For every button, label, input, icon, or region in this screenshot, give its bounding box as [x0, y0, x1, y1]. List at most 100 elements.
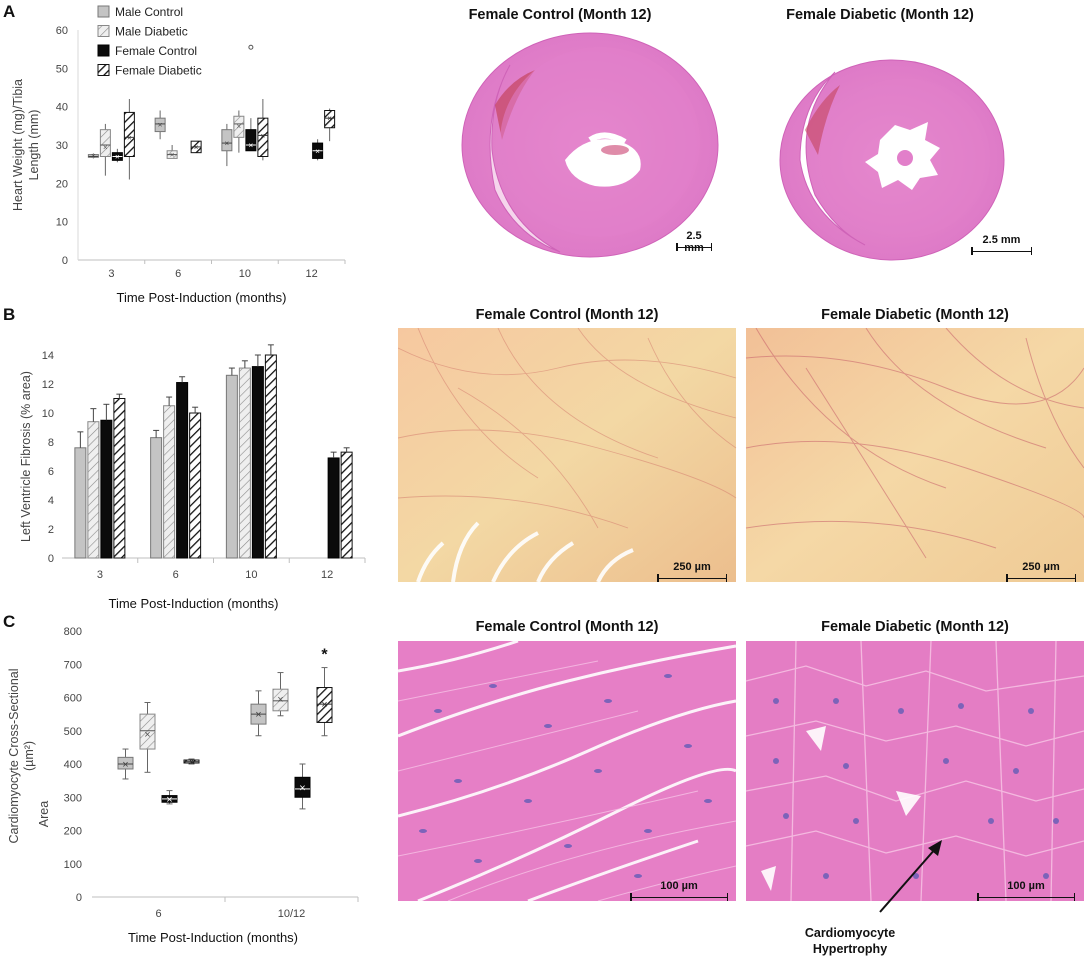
female-control-he-image — [398, 641, 737, 901]
annotation-line-2: Hypertrophy — [812, 942, 888, 956]
x-tick-label: 10/12 — [278, 908, 306, 920]
box — [139, 713, 156, 750]
x-tick-label: 3 — [97, 569, 103, 581]
female-diabetic-heart-section — [779, 59, 1005, 261]
box — [294, 776, 311, 798]
image-title-c1: Female Control (Month 12) — [475, 619, 659, 635]
bar — [189, 412, 202, 559]
x-tick-label: 12 — [306, 268, 318, 280]
y-tick-label: 30 — [56, 140, 68, 152]
panel-letter-b: B — [3, 305, 16, 324]
y-tick-label: 600 — [64, 693, 82, 705]
mean-marker: × — [299, 782, 305, 794]
bar — [264, 354, 277, 559]
box — [245, 129, 257, 152]
image-title-b1: Female Control (Month 12) — [475, 307, 659, 323]
y-tick-label: 50 — [56, 63, 68, 75]
box — [324, 110, 336, 129]
legend-label: Female Control — [115, 44, 197, 58]
mean-marker: × — [170, 151, 175, 160]
scale-bar-b2: 250 µm — [1006, 561, 1076, 582]
y-tick-label: 200 — [64, 826, 82, 838]
x-tick-label: 6 — [173, 569, 179, 581]
legend-label: Female Diabetic — [115, 64, 202, 78]
x-axis-title: Time Post-Induction (months) — [128, 930, 298, 945]
scale-bar-a1: 2.5 mm — [676, 230, 712, 254]
y-tick-label: 12 — [42, 379, 54, 391]
legend-label: Male Diabetic — [115, 25, 188, 39]
x-axis-title: Time Post-Induction (months) — [116, 290, 286, 305]
bar — [238, 367, 251, 559]
y-tick-label: 4 — [48, 495, 54, 507]
mean-marker: × — [166, 794, 172, 806]
y-tick-label: 400 — [64, 759, 82, 771]
box — [221, 129, 233, 152]
panel-letter-c: C — [3, 612, 16, 631]
y-tick-label: 0 — [48, 553, 54, 565]
box — [154, 117, 166, 133]
mean-marker: × — [237, 122, 242, 131]
y-tick-label: 14 — [42, 350, 54, 362]
mean-marker: × — [261, 131, 266, 140]
legend-swatch — [97, 25, 110, 37]
legend-swatch — [97, 5, 110, 18]
y-tick-label: 2 — [48, 524, 54, 536]
mean-marker: × — [91, 152, 96, 161]
x-tick-label: 10 — [245, 569, 257, 581]
box — [87, 154, 99, 158]
mean-marker: × — [321, 699, 327, 711]
scale-bar-c1: 100 µm — [630, 880, 728, 901]
bar — [163, 405, 176, 559]
bar — [100, 419, 113, 559]
image-title-a2: Female Diabetic (Month 12) — [786, 7, 974, 23]
image-title-a1: Female Control (Month 12) — [468, 7, 652, 23]
mean-marker: × — [194, 143, 199, 152]
cardiomyocyte-area-box-chart: 0 100 200 300 400 500 600 700 800 6 10/12 × × × × × × × × *… — [7, 626, 359, 945]
y-axis-title-line: Length (mm) — [27, 110, 41, 181]
y-axis-title: Left Ventricle Fibrosis (% area) — [19, 371, 33, 542]
legend-swatch — [97, 64, 110, 76]
bar — [225, 374, 238, 559]
y-tick-label: 6 — [48, 466, 54, 478]
outlier-point — [248, 44, 254, 50]
y-tick-label: 500 — [64, 726, 82, 738]
scale-bar-a2: 2.5 mm — [971, 234, 1032, 255]
image-title-b2: Female Diabetic (Month 12) — [821, 307, 1009, 323]
bar — [176, 382, 189, 559]
bar — [113, 398, 126, 559]
mean-marker: × — [122, 759, 128, 771]
y-axis-title-line: (µm²) — [22, 741, 36, 771]
y-tick-label: 0 — [62, 255, 68, 267]
panel-letter-a: A — [3, 2, 16, 21]
y-tick-label: 10 — [42, 408, 54, 420]
x-axis-title: Time Post-Induction (months) — [108, 596, 278, 611]
box — [233, 115, 245, 138]
x-tick-label: 10 — [239, 268, 251, 280]
mean-marker: × — [255, 709, 261, 721]
significance-star: * — [321, 647, 328, 664]
y-tick-label: 20 — [56, 178, 68, 190]
fibrosis-bar-chart: 0 2 4 6 8 10 12 14 3 6 10 12 Left Ventricle Fibrosis… — [19, 344, 366, 611]
female-control-fibrosis-image — [398, 328, 737, 582]
legend-swatch — [97, 44, 110, 57]
he-stain-images — [398, 641, 1084, 901]
legend-label: Male Control — [115, 5, 183, 19]
female-diabetic-fibrosis-image — [745, 328, 1084, 582]
y-axis-title-line: Heart Weight (mg)/Tibia — [11, 79, 25, 211]
mean-marker: × — [327, 114, 332, 123]
y-axis-title-line: Area — [37, 801, 51, 827]
y-tick-label: 8 — [48, 437, 54, 449]
bar — [150, 437, 163, 559]
fibrosis-stain-images — [398, 328, 1084, 582]
heart-weight-box-chart: 0 10 20 30 40 50 60 3 6 10 12 × × × × × × × × × × × × × Male Con… — [11, 5, 346, 305]
mean-marker: × — [277, 694, 283, 706]
mean-marker: × — [158, 121, 163, 130]
mean-marker: × — [103, 143, 108, 152]
x-tick-label: 12 — [321, 569, 333, 581]
scale-bar-c2: 100 µm — [977, 880, 1075, 901]
scale-bar-b1: 250 µm — [657, 561, 727, 582]
heart-cross-section-images — [461, 32, 1005, 261]
mean-marker: × — [249, 141, 254, 150]
y-axis-title: Heart Weight (mg)/Tibia Length (mm) — [11, 79, 41, 211]
box — [316, 687, 333, 723]
